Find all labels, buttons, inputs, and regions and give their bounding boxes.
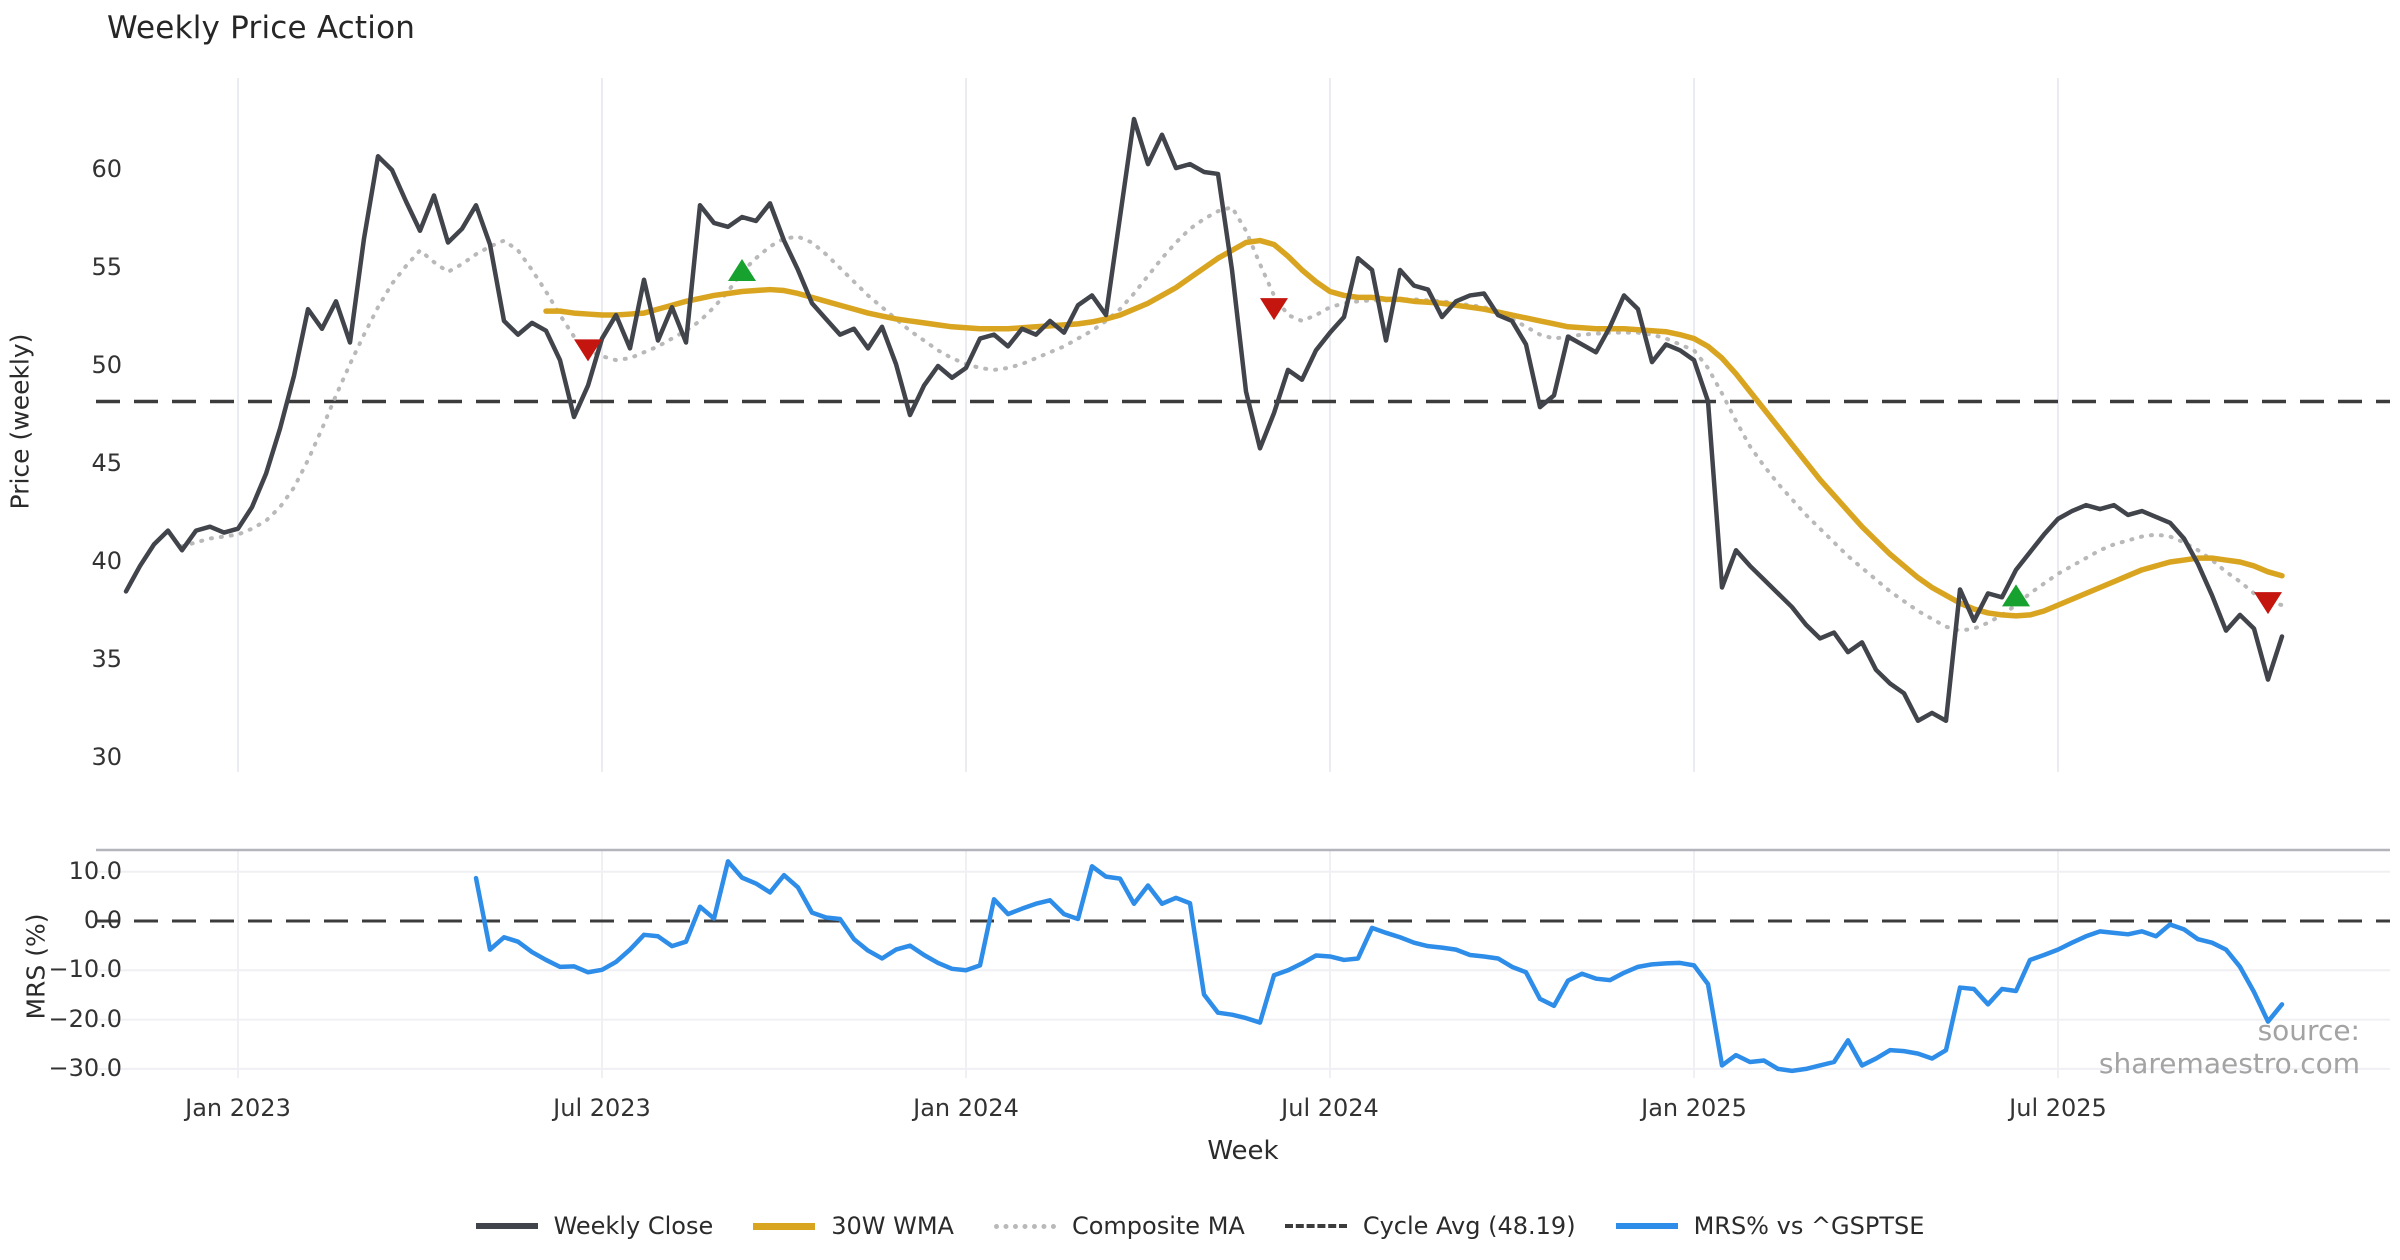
mrs-tick-label: −20.0 bbox=[48, 1004, 122, 1033]
x-tick-label: Jan 2024 bbox=[913, 1094, 1019, 1122]
mrs-tick-label: 10.0 bbox=[68, 856, 122, 885]
x-tick-label: Jan 2023 bbox=[185, 1094, 291, 1122]
price-tick-label: 60 bbox=[91, 155, 122, 183]
legend-item-30w-wma: 30W WMA bbox=[753, 1212, 954, 1240]
legend-label: Composite MA bbox=[1071, 1212, 1245, 1240]
mrs-tick-label: −30.0 bbox=[48, 1053, 122, 1082]
legend-label: Cycle Avg (48.19) bbox=[1362, 1212, 1576, 1240]
x-axis-label: Week bbox=[1207, 1136, 1279, 1166]
x-tick-label: Jul 2024 bbox=[1281, 1094, 1379, 1122]
legend-label: MRS% vs ^GSPTSE bbox=[1693, 1212, 1925, 1240]
weekly-close-line bbox=[123, 116, 2285, 724]
legend-item-weekly-close: Weekly Close bbox=[475, 1212, 714, 1240]
chart-title: Weekly Price Action bbox=[107, 10, 416, 46]
legend-label: Weekly Close bbox=[553, 1212, 714, 1240]
source-watermark: source: sharemaestro.com bbox=[2098, 1014, 2360, 1080]
weekly-close-line-swatch-icon bbox=[475, 1223, 538, 1229]
legend: Weekly Close 30W WMA Composite MA Cycle … bbox=[0, 1212, 2400, 1240]
x-tick-label: Jan 2025 bbox=[1641, 1094, 1747, 1122]
buy-signal-marker bbox=[728, 258, 756, 281]
composite-line-swatch-icon bbox=[993, 1223, 1056, 1229]
wma-30w-line bbox=[543, 237, 2285, 619]
wma-line-swatch-icon bbox=[753, 1222, 816, 1230]
price-tick-label: 45 bbox=[91, 449, 122, 477]
price-tick-label: 35 bbox=[91, 645, 122, 673]
legend-item-mrs: MRS% vs ^GSPTSE bbox=[1615, 1212, 1925, 1240]
sell-signal-marker bbox=[574, 339, 602, 362]
sell-signal-marker bbox=[1260, 298, 1288, 321]
legend-label: 30W WMA bbox=[831, 1212, 954, 1240]
cycle-avg-line-swatch-icon bbox=[1284, 1224, 1347, 1228]
x-tick-label: Jul 2023 bbox=[553, 1094, 651, 1122]
buy-signal-marker bbox=[2002, 584, 2030, 607]
mrs-line-swatch-icon bbox=[1615, 1223, 1678, 1229]
price-tick-label: 40 bbox=[91, 547, 122, 575]
sell-signal-marker bbox=[2254, 592, 2282, 615]
mrs-tick-label: −10.0 bbox=[48, 955, 122, 984]
x-tick-label: Jul 2025 bbox=[2009, 1094, 2107, 1122]
price-axis-label: Price (weekly) bbox=[5, 333, 35, 510]
price-tick-label: 55 bbox=[91, 253, 122, 281]
price-tick-label: 50 bbox=[91, 351, 122, 379]
legend-item-cycle-avg: Cycle Avg (48.19) bbox=[1284, 1212, 1576, 1240]
mrs-tick-label: 0.0 bbox=[83, 906, 122, 934]
price-tick-label: 30 bbox=[91, 743, 122, 771]
legend-item-composite-ma: Composite MA bbox=[993, 1212, 1245, 1240]
mrs-line bbox=[473, 859, 2285, 1074]
